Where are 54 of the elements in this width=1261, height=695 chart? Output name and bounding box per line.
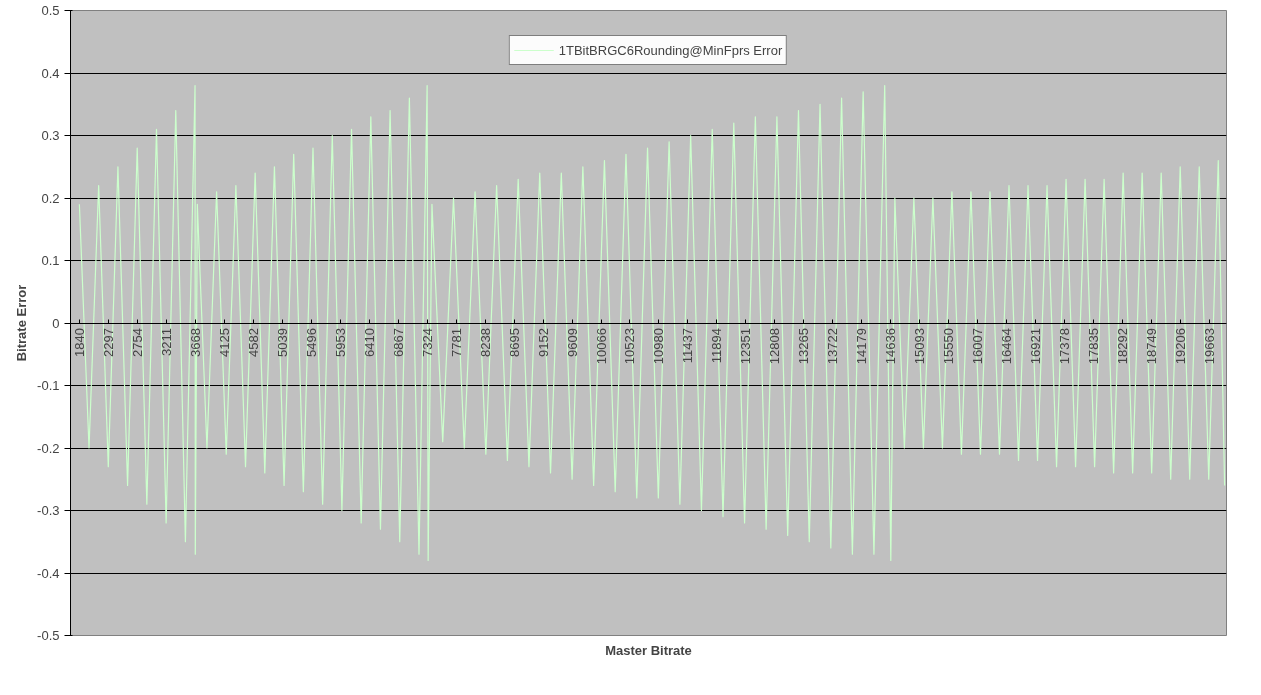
x-tick-label: 8695 [506, 328, 522, 357]
x-tick-label: 15093 [912, 327, 928, 365]
x-tick-label: 4125 [216, 328, 232, 357]
x-tick-label: 3211 [158, 327, 174, 356]
y-tick-label: 0 [52, 315, 60, 331]
y-tick-label: 0.1 [41, 253, 60, 268]
x-tick-label: 4582 [245, 328, 261, 357]
x-tick-label: 3668 [187, 328, 203, 357]
x-tick-label: 11437 [680, 328, 696, 364]
x-tick-label: 16921 [1028, 327, 1044, 365]
x-tick-label: 11894 [709, 328, 725, 364]
x-tick-label: 6410 [361, 328, 377, 357]
x-tick-label: 10523 [622, 327, 638, 365]
x-tick-label: 7324 [419, 328, 435, 357]
x-tick-label: 5496 [303, 328, 319, 357]
x-tick-label: 19663 [1202, 327, 1218, 365]
x-tick-label: 5039 [274, 328, 290, 357]
x-tick-label: 16007 [970, 327, 986, 365]
x-tick-label: 17835 [1086, 327, 1102, 365]
x-tick-label: 6867 [390, 328, 406, 357]
x-tick-label: 10980 [651, 327, 667, 365]
x-tick-label: 18749 [1144, 327, 1160, 365]
x-tick-label: 10066 [593, 327, 609, 365]
y-axis-title: Bitrate Error [14, 284, 30, 362]
x-tick-label: 19206 [1173, 327, 1189, 365]
y-tick-label: 0.3 [41, 128, 60, 143]
x-tick-label: 18292 [1115, 327, 1131, 365]
x-tick-label: 14636 [883, 327, 899, 365]
y-tick-label: -0.2 [37, 440, 60, 456]
x-tick-label: 17378 [1057, 327, 1073, 365]
x-tick-label: 12808 [767, 327, 783, 365]
x-tick-label: 13265 [796, 327, 812, 365]
x-tick-label: 8238 [477, 328, 493, 357]
x-tick-label: 15550 [941, 327, 957, 365]
x-tick-label: 14179 [854, 327, 870, 365]
y-tick-label: -0.5 [37, 628, 60, 643]
x-tick-label: 12351 [738, 327, 754, 365]
x-tick-label: 2754 [129, 328, 145, 357]
y-tick-label: -0.1 [37, 378, 60, 393]
x-tick-label: 2297 [100, 328, 116, 357]
y-tick-label: 0.5 [41, 3, 60, 18]
x-tick-label: 9152 [535, 328, 551, 357]
y-tick-label: 0.4 [41, 65, 60, 81]
y-tick-label: 0.2 [41, 190, 60, 206]
x-axis-title: Master Bitrate [605, 642, 692, 658]
x-tick-label: 1840 [71, 328, 87, 357]
x-tick-label: 13722 [825, 327, 841, 365]
legend-label: 1TBitBRGC6Rounding@MinFprs Error [558, 42, 783, 58]
x-tick-label: 16464 [999, 327, 1015, 365]
y-tick-label: -0.3 [37, 503, 60, 518]
x-tick-label: 5953 [332, 328, 348, 357]
x-tick-label: 9609 [564, 328, 580, 357]
x-tick-label: 7781 [448, 328, 464, 357]
y-tick-label: -0.4 [37, 565, 60, 581]
